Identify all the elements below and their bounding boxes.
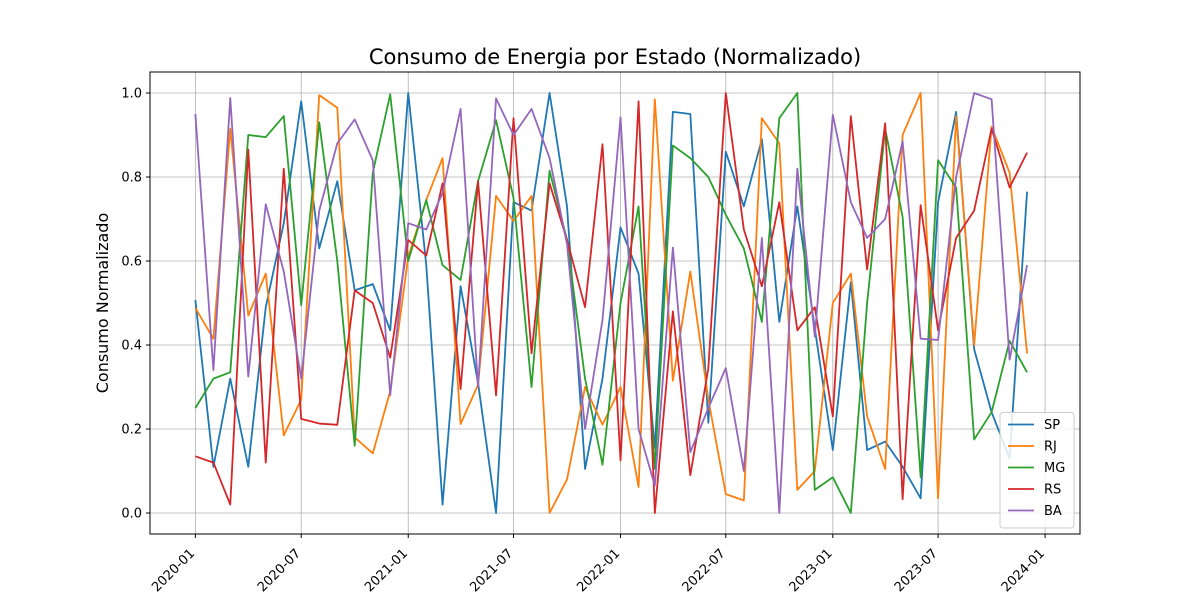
legend: SP RJ MG RS BA — [999, 412, 1075, 529]
legend-label-rs: RS — [1044, 483, 1061, 498]
plot-frame — [149, 71, 1081, 535]
chart-title: Consumo de Energia por Estado (Normaliza… — [369, 45, 861, 69]
series-line-rs — [195, 92, 1028, 514]
legend-box — [999, 412, 1075, 529]
y-tick-label: 0.8 — [121, 171, 142, 186]
legend-label-ba: BA — [1044, 504, 1062, 519]
y-tick-label: 1.0 — [121, 87, 142, 102]
legend-label-mg: MG — [1044, 461, 1065, 476]
y-tick-label: 0.2 — [121, 423, 142, 438]
series-lines — [194, 92, 1028, 514]
y-tick-label: 0.0 — [121, 507, 142, 522]
y-tick-label: 0.4 — [121, 339, 142, 354]
series-line-ba — [194, 92, 1028, 514]
legend-label-sp: SP — [1044, 418, 1060, 433]
legend-label-rj: RJ — [1044, 440, 1057, 455]
y-tick-label: 0.6 — [121, 255, 142, 270]
y-axis-title: Consumo Normalizado — [93, 213, 112, 394]
series-line-rj — [194, 92, 1028, 514]
series-line-mg — [194, 92, 1028, 514]
